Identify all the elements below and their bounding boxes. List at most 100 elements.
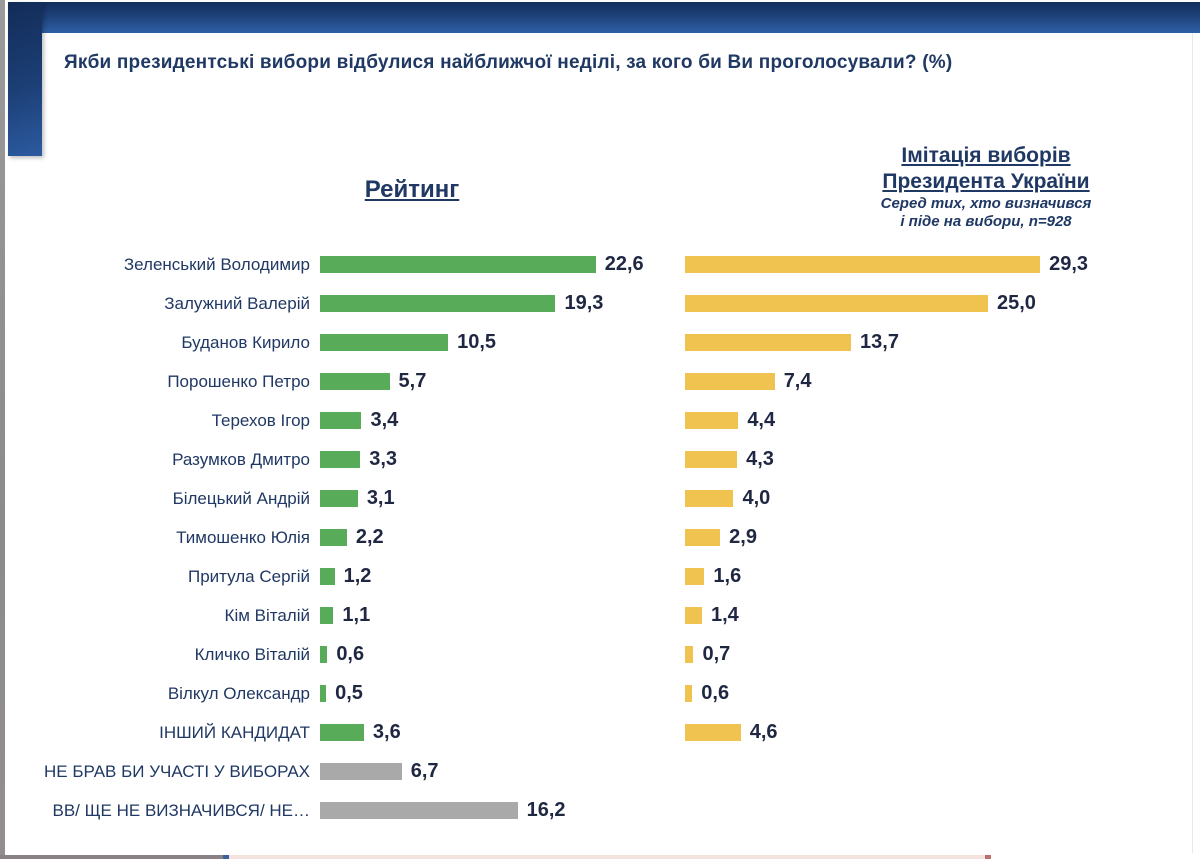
imitation-value: 29,3 — [1049, 253, 1089, 275]
rating-column-heading: Рейтинг — [364, 176, 460, 203]
table-row: Буданов Кирило 10,5 13,7 — [0, 323, 1200, 362]
imitation-bar-cell: 2,9 — [685, 518, 1200, 557]
rating-bar-cell: 3,4 — [310, 401, 685, 440]
imitation-value: 4,0 — [742, 487, 771, 509]
imitation-subtitle-line1: Серед тих, хто визначився — [880, 195, 1092, 212]
rating-value: 2,2 — [355, 526, 384, 548]
rating-bar — [320, 334, 449, 351]
rating-bar-cell: 1,1 — [310, 596, 685, 635]
imitation-value: 1,6 — [713, 565, 742, 587]
row-label: ІНШИЙ КАНДИДАТ — [159, 722, 310, 742]
rating-value: 3,4 — [370, 409, 399, 431]
rating-value: 3,3 — [369, 448, 398, 470]
rating-bar — [320, 373, 390, 390]
rating-value: 0,6 — [336, 643, 365, 665]
table-row: Разумков Дмитро 3,3 4,3 — [0, 440, 1200, 479]
row-label: Кличко Віталій — [194, 644, 310, 664]
imitation-bar — [685, 490, 734, 507]
rating-bar-cell: 3,3 — [310, 440, 685, 479]
imitation-bar — [685, 685, 693, 702]
chart-rows: Зеленський Володимир 22,6 29,3 Залужний … — [0, 245, 1200, 830]
rating-bar-cell: 2,2 — [310, 518, 685, 557]
rating-bar — [320, 490, 358, 507]
rating-bar-cell: 0,6 — [310, 635, 685, 674]
row-label: ВВ/ ЩЕ НЕ ВИЗНАЧИВСЯ/ НЕ… — [52, 800, 310, 820]
imitation-value: 13,7 — [860, 331, 899, 353]
imitation-bar-cell: 1,6 — [685, 557, 1200, 596]
rating-bar — [320, 607, 334, 624]
corner-blue-block — [8, 2, 42, 156]
bottom-edge-gray — [0, 855, 223, 859]
rating-bar — [320, 802, 518, 819]
row-label: Разумков Дмитро — [172, 449, 310, 469]
table-row: Зеленський Володимир 22,6 29,3 — [0, 245, 1200, 284]
table-row: Тимошенко Юлія 2,2 2,9 — [0, 518, 1200, 557]
bottom-edge-red-tick — [985, 855, 991, 859]
rating-bar-cell: 3,6 — [310, 713, 685, 752]
imitation-value: 4,3 — [746, 448, 774, 470]
bottom-edge-blue-tick — [223, 855, 229, 859]
table-row: НЕ БРАВ БИ УЧАСТІ У ВИБОРАХ 6,7 — [0, 752, 1200, 791]
imitation-bar — [685, 451, 738, 468]
rating-bar — [320, 529, 347, 546]
bottom-edge-pink — [229, 855, 985, 859]
imitation-value: 4,4 — [747, 409, 776, 431]
table-row: ВВ/ ЩЕ НЕ ВИЗНАЧИВСЯ/ НЕ… 16,2 — [0, 791, 1200, 830]
bottom-edge-strip — [0, 855, 1200, 859]
rating-bar-cell: 10,5 — [310, 323, 685, 362]
imitation-bar — [685, 568, 705, 585]
rating-bar — [320, 646, 328, 663]
top-blue-band — [8, 2, 1200, 33]
rating-bar — [320, 685, 327, 702]
imitation-bar-cell: 4,4 — [685, 401, 1200, 440]
imitation-bar — [685, 334, 852, 351]
row-label: Зеленський Володимир — [123, 254, 310, 274]
rating-bar-cell: 19,3 — [310, 284, 685, 323]
imitation-bar — [685, 373, 775, 390]
table-row: Залужний Валерій 19,3 25,0 — [0, 284, 1200, 323]
table-row: Кім Віталій 1,1 1,4 — [0, 596, 1200, 635]
imitation-subtitle-line2: і піде на вибори, n=928 — [900, 213, 1072, 230]
rating-bar-cell: 5,7 — [310, 362, 685, 401]
row-label: Притула Сергій — [187, 566, 310, 586]
rating-bar-cell: 6,7 — [310, 752, 685, 791]
rating-bar-cell: 22,6 — [310, 245, 685, 284]
imitation-bar-cell: 0,7 — [685, 635, 1200, 674]
rating-value: 3,6 — [372, 721, 401, 743]
imitation-bar — [685, 607, 702, 624]
rating-value: 1,1 — [342, 604, 371, 626]
imitation-bar-cell: 4,6 — [685, 713, 1200, 752]
rating-bar — [320, 724, 364, 741]
imitation-bar — [685, 646, 694, 663]
rating-bar — [320, 451, 361, 468]
slide-right-edge — [1192, 33, 1193, 853]
imitation-bar — [685, 256, 1041, 273]
rating-value: 19,3 — [564, 292, 604, 314]
window-left-border — [0, 0, 5, 859]
rating-bar-cell: 1,2 — [310, 557, 685, 596]
imitation-value: 4,6 — [749, 721, 778, 743]
imitation-heading-line1: Імітація виборів — [901, 144, 1071, 167]
imitation-bar — [685, 295, 988, 312]
imitation-heading-line2: Президента України — [882, 170, 1090, 193]
imitation-bar-cell: 0,6 — [685, 674, 1200, 713]
table-row: Порошенко Петро 5,7 7,4 — [0, 362, 1200, 401]
table-row: Притула Сергій 1,2 1,6 — [0, 557, 1200, 596]
rating-bar — [320, 256, 596, 273]
rating-value: 22,6 — [604, 253, 644, 275]
rating-bar — [320, 568, 335, 585]
imitation-bar-cell: 13,7 — [685, 323, 1200, 362]
rating-value: 1,2 — [343, 565, 372, 587]
row-label: Залужний Валерій — [164, 293, 310, 313]
table-row: Кличко Віталій 0,6 0,7 — [0, 635, 1200, 674]
rating-bar-cell: 3,1 — [310, 479, 685, 518]
imitation-bar-cell: 7,4 — [685, 362, 1200, 401]
imitation-bar-cell: 4,0 — [685, 479, 1200, 518]
imitation-column-heading: Імітація виборів Президента України Сере… — [830, 143, 1142, 231]
row-label: Білецький Андрій — [172, 488, 310, 508]
imitation-value: 0,6 — [701, 682, 730, 704]
row-label: Вілкул Олександр — [167, 683, 310, 703]
rating-value: 16,2 — [526, 799, 566, 821]
rating-bar-cell: 16,2 — [310, 791, 685, 830]
